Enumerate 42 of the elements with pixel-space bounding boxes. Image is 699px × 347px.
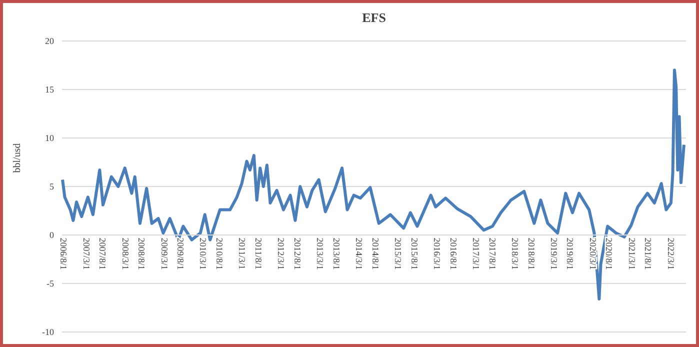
x-tick-label: 2013/3/1 <box>315 238 326 270</box>
x-tick-label: 2016/3/1 <box>432 238 442 270</box>
x-tick-label: 2018/3/1 <box>510 238 520 270</box>
x-tick-label: 2021/3/1 <box>626 238 637 270</box>
x-tick-label: 2011/8/1 <box>253 238 264 270</box>
x-tick-label: 2020/3/1 <box>588 238 598 270</box>
x-tick-label: 2009/3/1 <box>159 238 170 270</box>
x-tick-label: 2013/8/1 <box>331 238 342 270</box>
x-tick-label: 2020/8/1 <box>604 238 614 270</box>
x-tick-label: 2015/8/1 <box>409 238 420 270</box>
x-tick-label: 2022/3/1 <box>666 238 676 270</box>
x-tick-label: 2012/3/1 <box>276 238 286 270</box>
x-tick-label: 2019/3/1 <box>548 238 559 270</box>
x-tick-label: 2009/8/1 <box>176 238 186 270</box>
x-tick-label: 2017/8/1 <box>487 238 498 270</box>
x-tick-label: 2017/3/1 <box>471 238 481 270</box>
x-tick-label: 2006/8/1 <box>58 238 69 270</box>
x-tick-label: 2014/8/1 <box>370 238 380 270</box>
y-tick-label: -5 <box>46 278 54 288</box>
x-tick-label: 2007/8/1 <box>98 238 108 270</box>
x-tick-label: 2012/8/1 <box>292 238 303 270</box>
y-tick-label: 5 <box>50 181 54 192</box>
y-tick-label: 15 <box>45 84 54 94</box>
y-tick-label: 20 <box>45 36 54 46</box>
x-tick-label: 2015/3/1 <box>393 238 404 270</box>
y-axis-title: bbl/usd <box>12 143 23 173</box>
x-tick-label: 2010/8/1 <box>214 238 225 270</box>
x-tick-label: 2016/8/1 <box>448 238 458 270</box>
x-tick-label: 2019/8/1 <box>565 238 576 270</box>
y-tick-label: 0 <box>50 230 54 240</box>
x-tick-label: 2010/3/1 <box>198 238 208 270</box>
chart-title: EFS <box>362 10 386 25</box>
x-tick-label: 2011/3/1 <box>237 238 248 270</box>
line-series <box>61 68 686 301</box>
x-tick-label: 2008/3/1 <box>120 238 130 270</box>
x-tick-label: 2008/8/1 <box>136 238 147 270</box>
y-tick-label: 10 <box>45 132 54 143</box>
x-tick-label: 2007/3/1 <box>81 238 92 270</box>
y-tick-label: -10 <box>42 326 54 337</box>
x-tick-label: 2021/8/1 <box>643 238 654 270</box>
x-tick-label: 2014/3/1 <box>354 238 364 270</box>
x-tick-label: 2018/8/1 <box>526 238 536 270</box>
